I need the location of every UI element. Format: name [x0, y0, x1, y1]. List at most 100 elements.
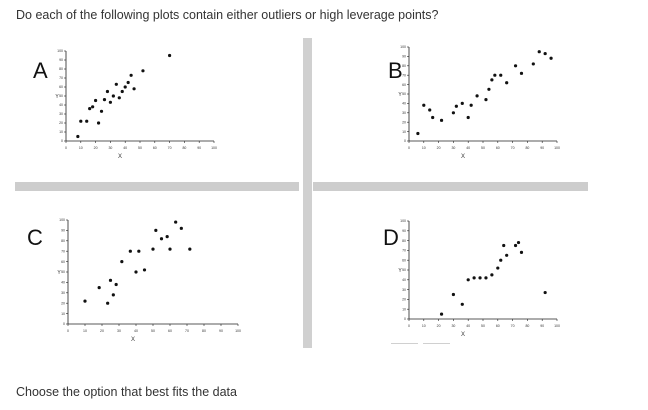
data-point	[460, 302, 464, 306]
data-point	[516, 240, 521, 245]
y-tick-label: 50	[61, 270, 65, 274]
y-tick-label: 0	[61, 139, 63, 143]
data-point	[76, 134, 80, 139]
data-point	[466, 278, 470, 282]
data-point	[126, 80, 130, 85]
x-axis-label: X	[461, 332, 465, 338]
data-point	[117, 96, 121, 100]
y-tick-label: 50	[59, 94, 63, 98]
underline-mark	[423, 343, 450, 344]
y-tick-label: 80	[402, 239, 406, 243]
x-tick-label: 50	[481, 324, 485, 328]
data-point	[91, 105, 95, 109]
x-tick-label: 90	[197, 146, 201, 150]
panel-label-a: A	[33, 58, 48, 83]
y-tick-label: 0	[404, 317, 406, 321]
data-point	[499, 258, 503, 262]
x-tick-label: 20	[437, 146, 441, 150]
data-point	[466, 115, 470, 120]
x-tick-label: 70	[185, 329, 189, 333]
data-point	[159, 237, 164, 241]
data-point	[105, 89, 110, 94]
y-tick-label: 100	[400, 45, 406, 49]
data-point	[83, 299, 87, 303]
x-tick-label: 10	[83, 329, 87, 333]
data-point	[513, 64, 518, 68]
y-tick-label: 60	[402, 83, 406, 87]
panel-label-c: C	[27, 225, 43, 250]
x-tick-label: 30	[108, 146, 112, 150]
y-tick-label: 0	[63, 322, 65, 326]
x-tick-label: 60	[153, 146, 157, 150]
data-point	[422, 103, 426, 107]
data-point	[108, 278, 113, 282]
y-axis-label: Y	[398, 268, 402, 274]
data-point	[451, 111, 455, 115]
data-point	[111, 94, 115, 98]
data-point	[137, 249, 141, 253]
data-point	[416, 131, 420, 136]
data-point	[142, 268, 147, 272]
data-point	[174, 220, 178, 224]
panel-label-b: B	[388, 58, 403, 83]
data-point	[97, 286, 101, 290]
data-point	[134, 270, 138, 274]
data-point	[114, 282, 118, 287]
y-tick-label: 30	[59, 112, 63, 116]
data-point	[154, 228, 158, 232]
y-tick-label: 30	[61, 291, 65, 295]
scatter-plot-a: 0 10 20 30 40 50 60 70 80 90 100 0 10 20 30 40 50 60 70 80 9…	[55, 49, 217, 160]
data-point	[513, 243, 518, 248]
data-point	[111, 293, 115, 297]
data-point	[502, 243, 506, 248]
x-tick-label: 80	[182, 146, 186, 150]
y-tick-label: 70	[402, 249, 406, 253]
instruction-text: Choose the option that best fits the dat…	[16, 385, 237, 399]
y-tick-label: 80	[59, 67, 63, 71]
x-tick-label: 40	[466, 146, 470, 150]
y-tick-label: 10	[402, 307, 406, 311]
data-point	[168, 247, 172, 251]
x-tick-label: 90	[219, 329, 223, 333]
data-point	[431, 115, 435, 120]
data-point	[85, 119, 89, 123]
data-point	[490, 78, 494, 82]
x-tick-label: 70	[168, 146, 172, 150]
data-point	[123, 85, 127, 89]
x-axis-label: X	[131, 337, 135, 343]
x-tick-label: 40	[134, 329, 138, 333]
y-tick-label: 20	[61, 301, 65, 305]
data-point	[151, 247, 155, 251]
data-point	[165, 235, 169, 239]
x-tick-label: 0	[408, 146, 410, 150]
y-tick-label: 20	[402, 120, 406, 124]
x-axis-label: X	[461, 154, 465, 160]
data-point	[543, 51, 547, 56]
x-tick-label: 0	[65, 146, 67, 150]
x-tick-label: 20	[94, 146, 98, 150]
y-tick-label: 40	[402, 102, 406, 106]
x-tick-label: 100	[235, 329, 241, 333]
x-tick-label: 40	[123, 146, 127, 150]
data-point	[129, 73, 133, 77]
y-tick-label: 30	[402, 111, 406, 115]
data-point	[472, 276, 476, 280]
x-tick-label: 100	[554, 324, 560, 328]
y-tick-label: 70	[402, 73, 406, 77]
x-tick-label: 30	[451, 324, 455, 328]
y-tick-label: 40	[59, 103, 63, 107]
x-tick-label: 40	[466, 324, 470, 328]
data-point	[120, 260, 124, 264]
x-tick-label: 50	[151, 329, 155, 333]
x-tick-label: 70	[511, 324, 515, 328]
y-tick-label: 50	[402, 92, 406, 96]
vertical-divider	[303, 38, 312, 348]
x-tick-label: 80	[202, 329, 206, 333]
data-point	[484, 276, 488, 280]
data-point	[493, 73, 497, 77]
y-tick-label: 70	[59, 76, 63, 80]
data-point	[451, 292, 455, 297]
data-point	[102, 98, 107, 102]
data-point	[487, 87, 491, 91]
y-tick-label: 80	[402, 64, 406, 68]
